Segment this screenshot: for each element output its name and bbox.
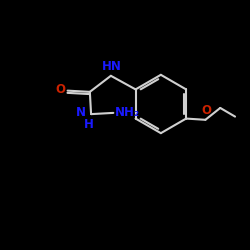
Text: O: O bbox=[55, 84, 65, 96]
Text: HN: HN bbox=[102, 60, 122, 72]
Text: H: H bbox=[84, 118, 94, 131]
Text: N: N bbox=[76, 106, 86, 119]
Text: NH₂: NH₂ bbox=[114, 106, 140, 119]
Text: O: O bbox=[201, 104, 211, 117]
